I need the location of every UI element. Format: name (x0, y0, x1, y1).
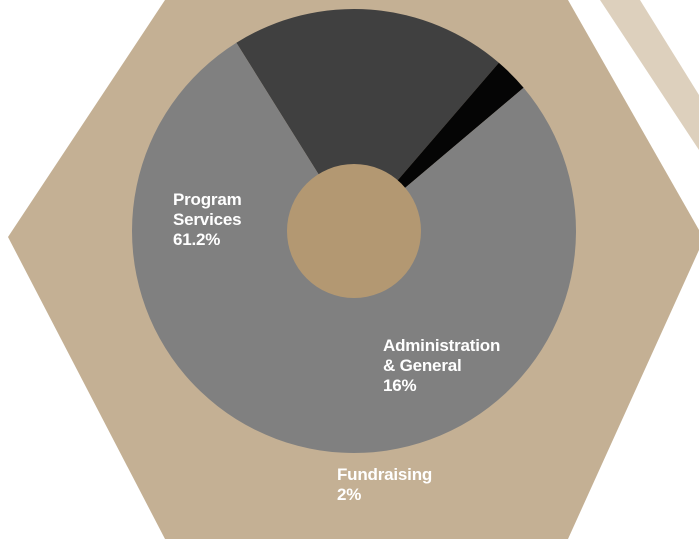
slice-label-fundraising: Fundraising 2% (337, 465, 432, 505)
label-value: 16% (383, 376, 417, 395)
slice-label-administration-general: Administration & General 16% (383, 336, 500, 396)
background-hexagon (600, 0, 699, 150)
label-value: 61.2% (173, 230, 221, 249)
pie-slice-administration-general (236, 8, 499, 232)
label-line: & General (383, 356, 462, 375)
donut-hole (287, 164, 421, 298)
label-value: 2% (337, 485, 362, 504)
label-line: Fundraising (337, 465, 433, 484)
slice-label-program-services: Program Services 61.2% (173, 190, 242, 250)
label-line: Administration (383, 336, 501, 355)
label-line: Program (173, 190, 242, 209)
label-line: Services (173, 210, 242, 229)
